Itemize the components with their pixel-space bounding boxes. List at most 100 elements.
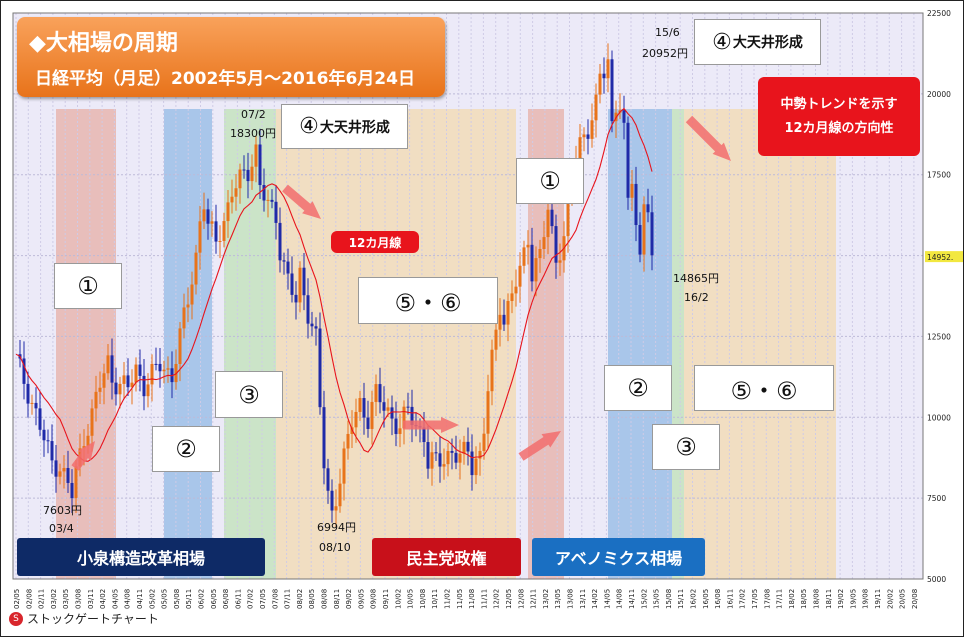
candle-body xyxy=(86,435,90,447)
trend-arrow-0 xyxy=(71,441,95,471)
x-tick-label: 09/05 xyxy=(357,589,365,609)
x-tick-label: 03/05 xyxy=(62,589,70,609)
candle-body xyxy=(434,452,438,454)
candle-body xyxy=(62,468,66,472)
candle-body xyxy=(162,369,166,372)
candle-body xyxy=(394,418,398,434)
x-tick-label: 06/05 xyxy=(210,589,218,609)
x-tick-label: 12/08 xyxy=(517,589,525,609)
candle-body xyxy=(298,267,302,303)
candle-body xyxy=(386,407,390,411)
candle-body xyxy=(334,506,338,511)
x-tick-label: 05/11 xyxy=(185,589,193,609)
candle-body xyxy=(190,284,194,305)
era-minshu: 民主党政権 xyxy=(372,538,521,576)
y-tick-label: 10000 xyxy=(927,413,951,422)
candle-body xyxy=(150,363,154,385)
candle-body xyxy=(542,237,546,249)
x-tick-label: 15/05 xyxy=(653,589,661,609)
x-tick-label: 13/11 xyxy=(579,589,587,609)
x-tick-label: 13/05 xyxy=(554,589,562,609)
candle-body xyxy=(482,433,486,451)
plot-border xyxy=(12,12,924,580)
candle-body xyxy=(278,222,282,261)
candle-body xyxy=(510,293,514,302)
x-tick-label: 08/02 xyxy=(296,589,304,609)
x-tick-label: 18/11 xyxy=(825,589,833,609)
phase-band-1 xyxy=(164,109,212,579)
phase-band-2 xyxy=(224,109,276,579)
phase-2-box-2005: ② xyxy=(152,426,220,472)
x-tick-label: 02/11 xyxy=(38,589,46,609)
candle-body xyxy=(166,368,170,370)
x-tick-label: 04/08 xyxy=(124,589,132,609)
candle-body xyxy=(398,428,402,434)
candle-body xyxy=(70,482,74,499)
x-tick-label: 08/11 xyxy=(333,589,341,609)
x-tick-label: 06/02 xyxy=(198,589,206,609)
x-tick-label: 18/02 xyxy=(788,589,796,609)
trend-arrow-3 xyxy=(518,431,561,461)
x-tick-label: 10/11 xyxy=(431,589,439,609)
candle-body xyxy=(102,373,106,388)
candle-body xyxy=(178,328,182,365)
y-tick-label: 5000 xyxy=(927,575,946,584)
candle-body xyxy=(426,442,430,469)
candle-body xyxy=(446,450,450,465)
candle-body xyxy=(490,349,494,392)
candle-body xyxy=(134,364,138,383)
phase-4-box-2007: ④ 大天井形成 xyxy=(281,104,408,149)
trend-callout-line2: 12カ月線の方向性 xyxy=(784,120,894,136)
candle-body xyxy=(550,209,554,227)
candle-body xyxy=(326,468,330,491)
high-2007-date: 07/2 xyxy=(241,108,266,121)
candle-body xyxy=(222,221,226,241)
candle-body xyxy=(306,295,310,324)
candle-body xyxy=(302,267,306,296)
x-tick-label: 14/11 xyxy=(628,589,636,609)
candle-body xyxy=(238,169,242,189)
candle-body xyxy=(122,375,126,384)
x-tick-label: 05/02 xyxy=(148,589,156,609)
phase-band-6 xyxy=(672,109,684,579)
candle-body xyxy=(318,328,322,408)
phase-1-box-2012: ① xyxy=(516,158,584,204)
candle-body xyxy=(330,490,334,511)
x-tick-label: 10/05 xyxy=(407,589,415,609)
trend-arrow-4 xyxy=(685,115,731,161)
candle-body xyxy=(34,402,38,409)
candle-body xyxy=(558,260,562,263)
x-tick-label: 17/05 xyxy=(751,589,759,609)
x-tick-label: 11/11 xyxy=(480,589,488,609)
ma-12-label: 12カ月線 xyxy=(331,231,419,253)
candle-body xyxy=(486,391,490,434)
x-tick-label: 06/08 xyxy=(222,589,230,609)
phase-4-number-2015: ④ xyxy=(712,29,732,55)
phase-band-7 xyxy=(684,109,836,579)
candle-body xyxy=(50,441,54,461)
candle-body xyxy=(218,240,222,242)
y-tick-label: 12500 xyxy=(927,332,951,341)
candle-body xyxy=(586,134,590,139)
phase-band-5 xyxy=(608,109,672,579)
candle-body xyxy=(26,383,30,404)
high-2015-date: 15/6 xyxy=(655,26,680,39)
logo-icon: S xyxy=(9,611,23,626)
candle-body xyxy=(454,452,458,463)
x-tick-label: 09/11 xyxy=(382,589,390,609)
candle-body xyxy=(362,398,366,418)
candle-body xyxy=(646,204,650,213)
candle-body xyxy=(114,382,118,395)
x-tick-label: 08/05 xyxy=(308,589,316,609)
candle-body xyxy=(246,169,250,182)
title-card: ◆大相場の周期 日経平均（月足）2002年5月〜2016年6月24日 xyxy=(17,17,445,97)
y-tick-label: 7500 xyxy=(927,494,946,503)
candle-body xyxy=(378,384,382,403)
candle-body xyxy=(54,460,58,477)
candle-body xyxy=(374,384,378,402)
phase-4-box-2015: ④ 大天井形成 xyxy=(694,19,821,65)
candle-body xyxy=(202,209,206,222)
candle-body xyxy=(554,226,558,263)
chart-subtitle: 日経平均（月足）2002年5月〜2016年6月24日 xyxy=(35,69,415,89)
phase-2-box-2014: ② xyxy=(604,365,672,411)
